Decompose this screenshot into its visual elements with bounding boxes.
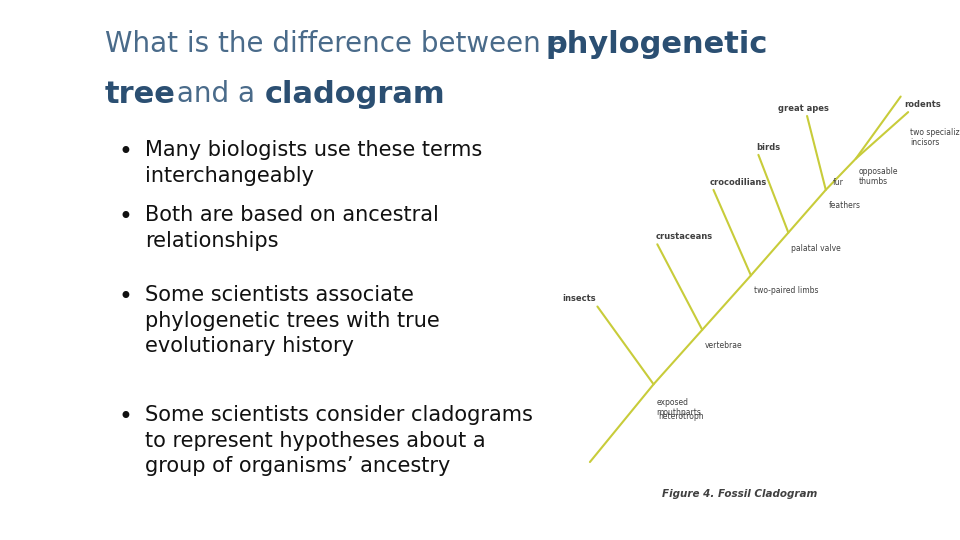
Text: Many biologists use these terms
interchangeably: Many biologists use these terms intercha…: [145, 140, 482, 186]
Text: •: •: [118, 405, 132, 429]
Text: exposed
mouthparts: exposed mouthparts: [657, 398, 702, 417]
Text: heterotroph: heterotroph: [658, 412, 704, 421]
Text: palatal valve: palatal valve: [791, 244, 841, 253]
Text: •: •: [118, 140, 132, 164]
Text: fur: fur: [833, 178, 844, 187]
Text: crustaceans: crustaceans: [656, 232, 712, 241]
Text: insects: insects: [562, 294, 595, 303]
Text: vertebrae: vertebrae: [706, 341, 743, 350]
Text: opposable
thumbs: opposable thumbs: [859, 166, 899, 186]
Text: and a: and a: [168, 80, 264, 108]
Text: cladogram: cladogram: [265, 80, 445, 109]
Text: phylogenetic: phylogenetic: [545, 30, 767, 59]
Text: Both are based on ancestral
relationships: Both are based on ancestral relationship…: [145, 205, 439, 251]
Text: Some scientists consider cladograms
to represent hypotheses about a
group of org: Some scientists consider cladograms to r…: [145, 405, 533, 476]
Text: rodents: rodents: [904, 100, 941, 110]
Text: Figure 4. Fossil Cladogram: Figure 4. Fossil Cladogram: [662, 489, 817, 500]
Text: •: •: [118, 205, 132, 229]
Text: •: •: [118, 285, 132, 309]
Text: crocodilians: crocodilians: [709, 178, 767, 187]
Text: great apes: great apes: [778, 104, 828, 113]
Text: What is the difference between a: What is the difference between a: [105, 30, 575, 58]
Text: feathers: feathers: [828, 201, 861, 210]
Text: birds: birds: [756, 143, 780, 152]
Text: Some scientists associate
phylogenetic trees with true
evolutionary history: Some scientists associate phylogenetic t…: [145, 285, 440, 356]
Text: tree: tree: [105, 80, 176, 109]
Text: two specialized
incisors: two specialized incisors: [910, 127, 960, 147]
Text: two-paired limbs: two-paired limbs: [754, 286, 819, 295]
